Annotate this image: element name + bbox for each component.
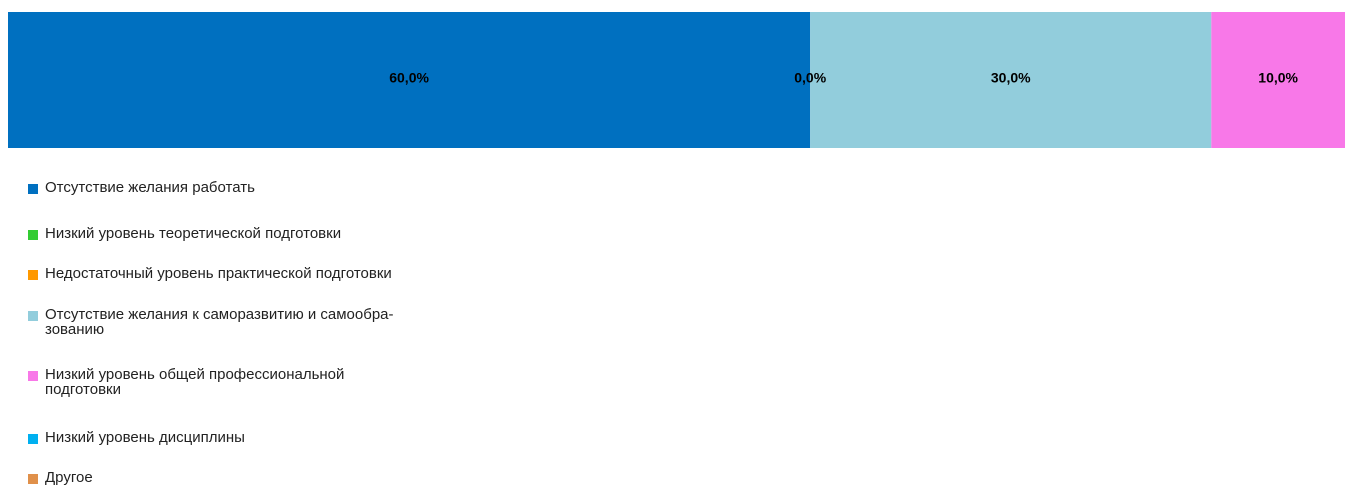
bar-plot-area: 60,0% 0,0% 30,0% 10,0% <box>8 12 1345 148</box>
legend-item-5: Низкий уровень общей профессиональной по… <box>28 367 344 397</box>
legend-item-6: Низкий уровень дисциплины <box>28 430 245 445</box>
legend-swatch <box>28 230 38 240</box>
legend-label: Низкий уровень общей профессиональной по… <box>45 366 345 398</box>
legend-label: Отсутствие желания работать <box>45 179 255 196</box>
data-label-5: 10,0% <box>1258 70 1298 86</box>
data-label-2: 0,0% <box>794 70 826 86</box>
legend-swatch <box>28 270 38 280</box>
legend-label: Недостаточный уровень практической подго… <box>45 265 392 282</box>
legend-item-3: Недостаточный уровень практической подго… <box>28 266 392 281</box>
data-label-4: 30,0% <box>991 70 1031 86</box>
legend-swatch <box>28 371 38 381</box>
legend-swatch <box>28 434 38 444</box>
legend-item-4: Отсутствие желания к саморазвитию и само… <box>28 307 394 337</box>
legend-label: Низкий уровень теоретической подготовки <box>45 225 342 242</box>
bar-segment-4 <box>810 12 1212 148</box>
bar-segment-1 <box>8 12 811 148</box>
legend-swatch <box>28 311 38 321</box>
legend-label: Другое <box>45 469 93 486</box>
legend-swatch <box>28 474 38 484</box>
legend-item-2: Низкий уровень теоретической подготовки <box>28 226 341 241</box>
legend-swatch <box>28 184 38 194</box>
legend-label: Низкий уровень дисциплины <box>45 429 245 446</box>
legend-label: Отсутствие желания к саморазвитию и само… <box>45 306 394 338</box>
legend-item-7: Другое <box>28 470 93 485</box>
bar-segment-5 <box>1211 12 1345 148</box>
legend-item-1: Отсутствие желания работать <box>28 180 255 195</box>
data-label-1: 60,0% <box>389 70 429 86</box>
